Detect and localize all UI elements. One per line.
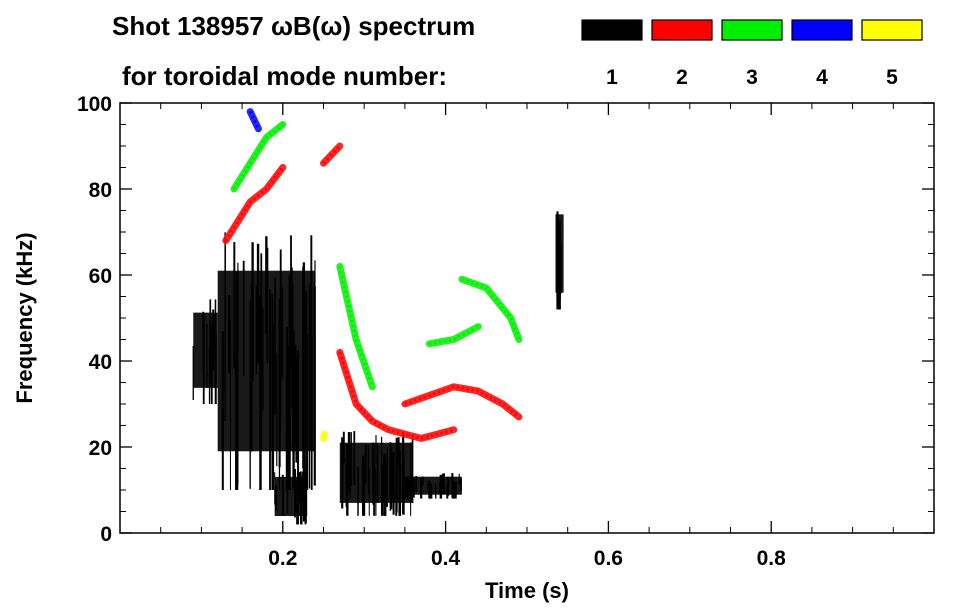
- y-tick-label: 60: [89, 265, 112, 288]
- mode-n1-group: [192, 211, 564, 525]
- y-axis-label: Frequency (kHz): [12, 232, 37, 403]
- legend-label-5: 5: [886, 66, 898, 89]
- x-tick-label: 0.8: [757, 547, 787, 570]
- mode-n4-track-core: [248, 110, 260, 130]
- chart-title-line1: Shot 138957 ωB(ω) spectrum: [112, 11, 475, 41]
- mode-n3-track-core: [461, 277, 521, 341]
- legend-label-3: 3: [746, 66, 758, 89]
- spectrogram-marks: [192, 108, 564, 525]
- legend-label-1: 1: [606, 66, 618, 89]
- legend-label-4: 4: [816, 66, 828, 89]
- mode-n5-group: [320, 430, 328, 442]
- mode-n2-group: [222, 142, 523, 442]
- axis-ticks: 0.2 0.4 0.6 0.8 0 20 40 60 80 100: [77, 93, 934, 570]
- mode-n3-track: [336, 262, 376, 391]
- mode-n2-track: [222, 164, 287, 245]
- x-axis-label: Time (s): [485, 578, 569, 603]
- legend: 1 2 3 4 5: [581, 19, 923, 89]
- y-tick-label: 100: [77, 93, 112, 116]
- x-tick-label: 0.2: [268, 547, 297, 570]
- mode-n3-track-core: [232, 123, 284, 190]
- legend-swatch-4: [791, 19, 853, 41]
- mode-n2-track: [336, 348, 458, 442]
- y-tick-label: 20: [89, 437, 112, 460]
- y-tick-label: 40: [89, 351, 112, 374]
- legend-label-2: 2: [676, 66, 688, 89]
- x-tick-label: 0.6: [594, 547, 623, 570]
- legend-swatch-2: [651, 19, 713, 41]
- mode-n2-track-core: [322, 144, 341, 165]
- mode-n3-track: [425, 323, 482, 348]
- chart-title-line2: for toroidal mode number:: [122, 61, 447, 91]
- mode-n4-group: [246, 108, 262, 133]
- legend-swatch-3: [721, 19, 783, 41]
- x-tick-label: 0.4: [431, 547, 461, 570]
- mode-n2-track-core: [224, 166, 284, 242]
- y-tick-label: 80: [89, 179, 112, 202]
- legend-swatch-1: [581, 19, 643, 41]
- mode-n3-group: [230, 121, 523, 391]
- mode-n5-track-core: [322, 433, 326, 439]
- mode-n2-track-core: [404, 385, 520, 419]
- y-tick-label: 0: [100, 523, 112, 546]
- legend-swatch-5: [861, 19, 923, 41]
- mode-n2-track: [401, 383, 523, 421]
